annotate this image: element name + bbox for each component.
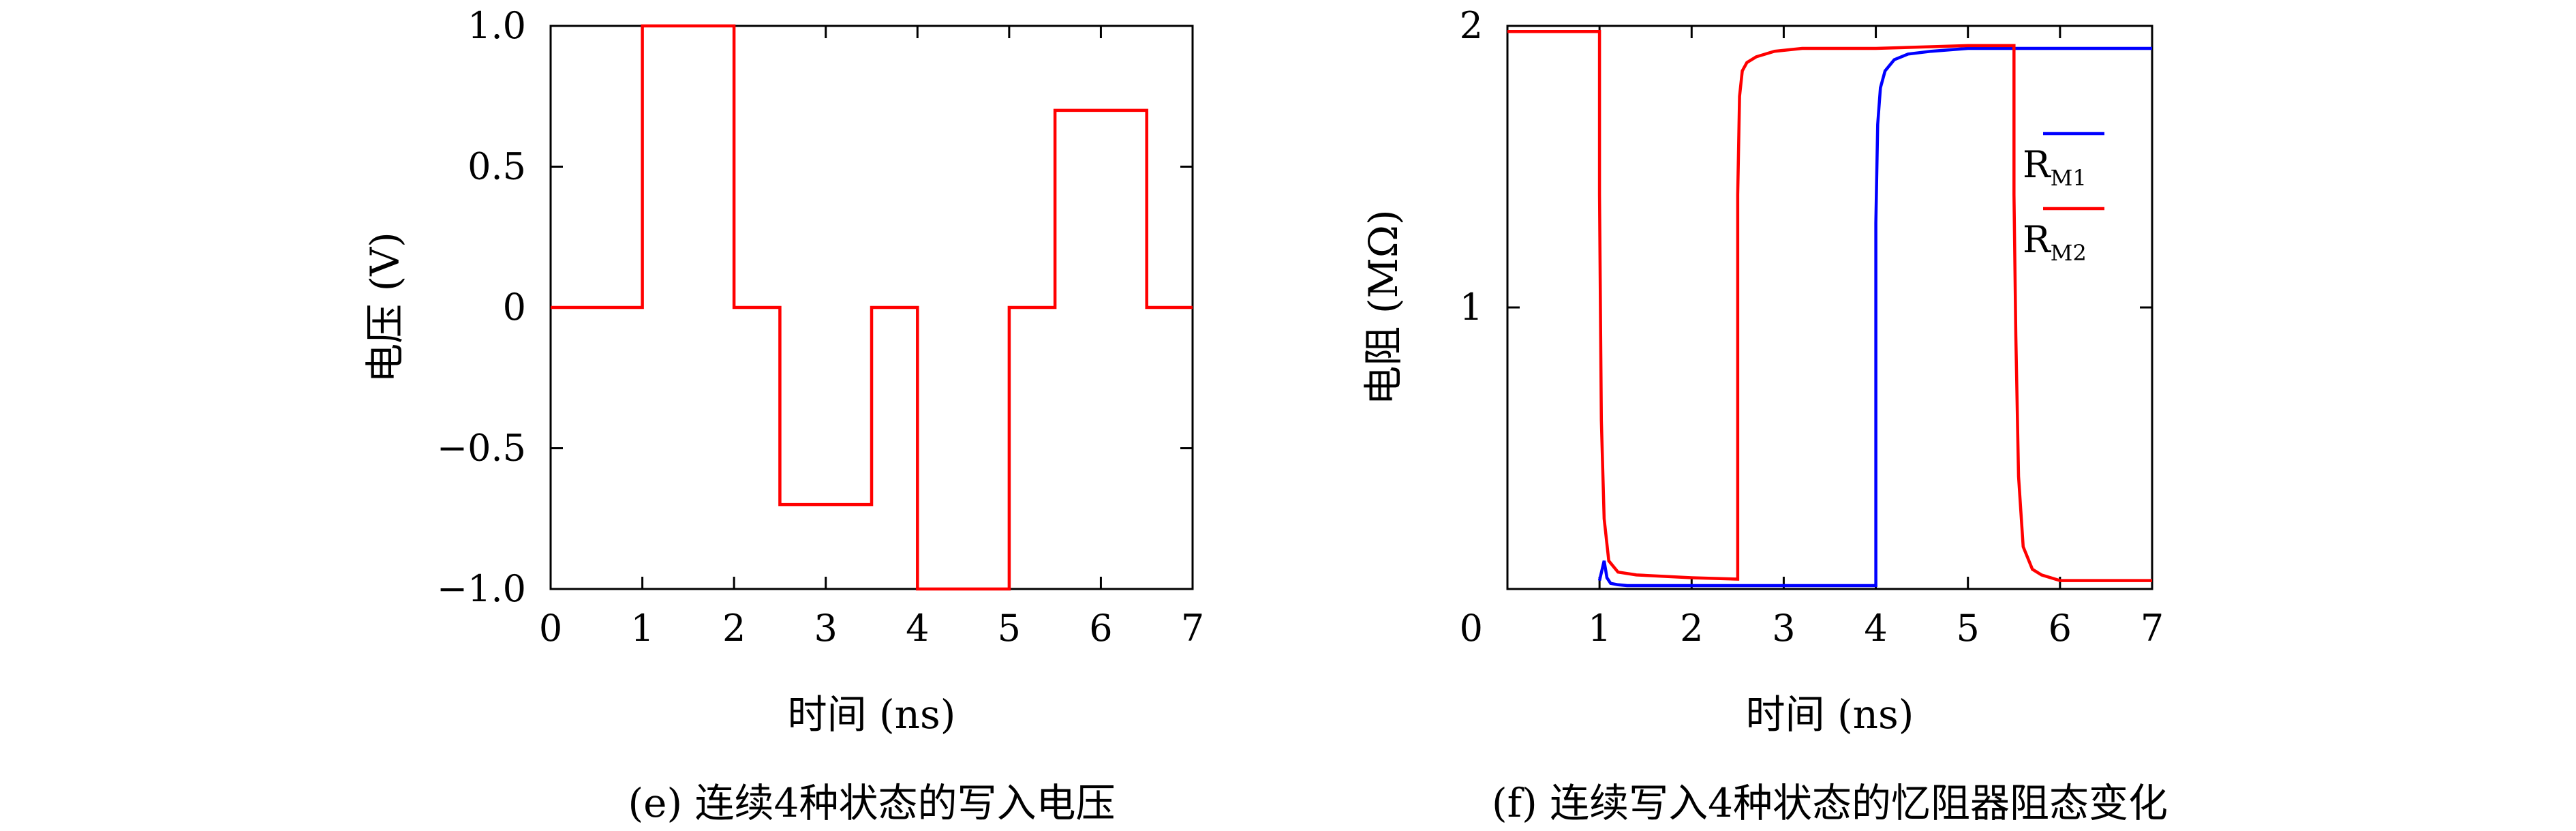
series-line-m2 — [1507, 30, 2152, 582]
resistance-caption: (f) 连续写入4种状态的忆阻器阻态变化 — [1492, 780, 2168, 826]
voltage-y-axis-label: 电压 (V) — [362, 232, 408, 383]
x-tick-label: 3 — [1772, 607, 1795, 650]
y-tick-label: −0.5 — [437, 427, 526, 470]
series-line-0 — [551, 24, 1193, 591]
x-tick-label: 6 — [1089, 607, 1112, 650]
legend-label-m2: RM2 — [2023, 218, 2087, 266]
x-tick-label: 1 — [1588, 607, 1611, 650]
series-line-m1 — [1597, 46, 2152, 588]
resistance-y-axis-label: 电阻 (MΩ) — [1360, 209, 1407, 405]
y-tick-label: 2 — [1460, 4, 1483, 47]
x-tick-label: 4 — [1864, 607, 1887, 650]
x-tick-label: 3 — [814, 607, 838, 650]
voltage-caption: (e) 连续4种状态的写入电压 — [628, 780, 1116, 826]
y-tick-label: 1 — [1460, 286, 1483, 329]
x-tick-label: 2 — [722, 607, 746, 650]
voltage-chart: 0 1 2 3 4 5 6 7 1.0 0.5 0 −0.5 −1.0 时间 (ns) 电压 (V) (… — [362, 4, 1204, 826]
x-tick-label: 4 — [906, 607, 929, 650]
legend-label-m1: RM1 — [2023, 143, 2087, 191]
x-tick-label: 0 — [539, 607, 562, 650]
x-tick-label: 1 — [630, 607, 654, 650]
x-tick-label: 7 — [2141, 607, 2164, 650]
y-tick-label: 1.0 — [467, 4, 526, 47]
resistance-ticks: 1 2 3 4 5 6 7 2 1 0 — [1460, 4, 2164, 650]
voltage-x-axis-label: 时间 (ns) — [788, 691, 956, 738]
resistance-chart: 1 2 3 4 5 6 7 2 1 0 RM1 RM2 时间 (ns) 电阻 (MΩ) (f) 连续… — [1360, 4, 2168, 826]
y-tick-label: 0 — [1460, 607, 1483, 650]
resistance-legend: RM1 RM2 — [2023, 132, 2104, 266]
resistance-x-axis-label: 时间 (ns) — [1746, 691, 1914, 738]
x-tick-label: 6 — [2049, 607, 2072, 650]
x-tick-label: 5 — [998, 607, 1021, 650]
x-tick-label: 5 — [1957, 607, 1980, 650]
x-tick-label: 7 — [1181, 607, 1204, 650]
y-tick-label: 0.5 — [467, 145, 526, 188]
y-tick-label: −1.0 — [437, 567, 526, 610]
voltage-ticks: 0 1 2 3 4 5 6 7 1.0 0.5 0 −0.5 −1.0 — [437, 4, 1204, 650]
y-tick-label: 0 — [503, 286, 526, 329]
resistance-series — [1507, 30, 2152, 588]
voltage-series — [551, 24, 1193, 591]
x-tick-label: 2 — [1680, 607, 1703, 650]
